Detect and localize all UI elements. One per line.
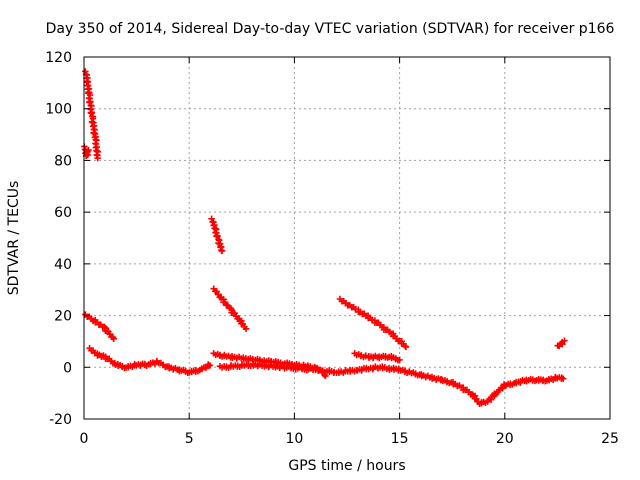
chart-title: Day 350 of 2014, Sidereal Day-to-day VTE… [46, 21, 615, 37]
grid [84, 57, 610, 419]
x-tick-label: 20 [496, 431, 514, 447]
series-arc-4 [336, 295, 410, 351]
series-arc-8 [554, 337, 568, 350]
series-baseline-1 [86, 344, 214, 376]
data-point [242, 325, 250, 333]
x-axis-label: GPS time / hours [288, 458, 405, 474]
series-arc-3 [210, 285, 250, 333]
data-point [101, 323, 108, 331]
data-point [85, 146, 92, 154]
data-point [396, 356, 403, 364]
series-arc-6 [351, 350, 403, 364]
series-arc-1-low [81, 143, 92, 160]
data-point [561, 337, 568, 344]
y-tick-label: 100 [45, 102, 72, 118]
data-point [110, 335, 117, 343]
data-point [402, 343, 410, 351]
y-tick-label: 80 [54, 153, 72, 169]
series-baseline-3 [216, 360, 446, 384]
data-point [94, 154, 101, 162]
data-series [81, 68, 568, 408]
axis-ticks: 0 5 10 15 20 25 -20 0 20 40 60 80 100 120 [45, 50, 619, 447]
series-arc-5 [82, 311, 117, 343]
data-point [560, 375, 567, 382]
x-tick-label: 25 [601, 431, 619, 447]
y-tick-label: 20 [54, 309, 72, 325]
series-arc-1-high [82, 68, 102, 162]
y-axis-label: SDTVAR / TECUs [6, 181, 22, 296]
y-tick-label: -20 [49, 412, 72, 428]
plot-frame [83, 56, 611, 420]
data-point [206, 362, 214, 369]
series-arc-2 [208, 215, 226, 255]
x-tick-label: 0 [80, 431, 89, 447]
x-tick-label: 10 [285, 431, 303, 447]
data-point [218, 247, 226, 255]
y-tick-label: 60 [54, 205, 72, 221]
y-tick-label: 120 [45, 50, 72, 66]
y-tick-label: 40 [54, 257, 72, 273]
x-tick-label: 15 [391, 431, 409, 447]
x-tick-label: 5 [185, 431, 194, 447]
series-arc-7 [437, 373, 567, 408]
y-tick-label: 0 [63, 360, 72, 376]
